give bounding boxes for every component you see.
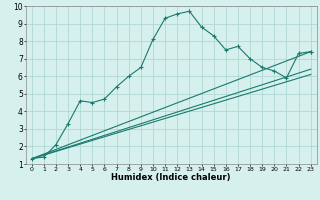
X-axis label: Humidex (Indice chaleur): Humidex (Indice chaleur) bbox=[111, 173, 231, 182]
